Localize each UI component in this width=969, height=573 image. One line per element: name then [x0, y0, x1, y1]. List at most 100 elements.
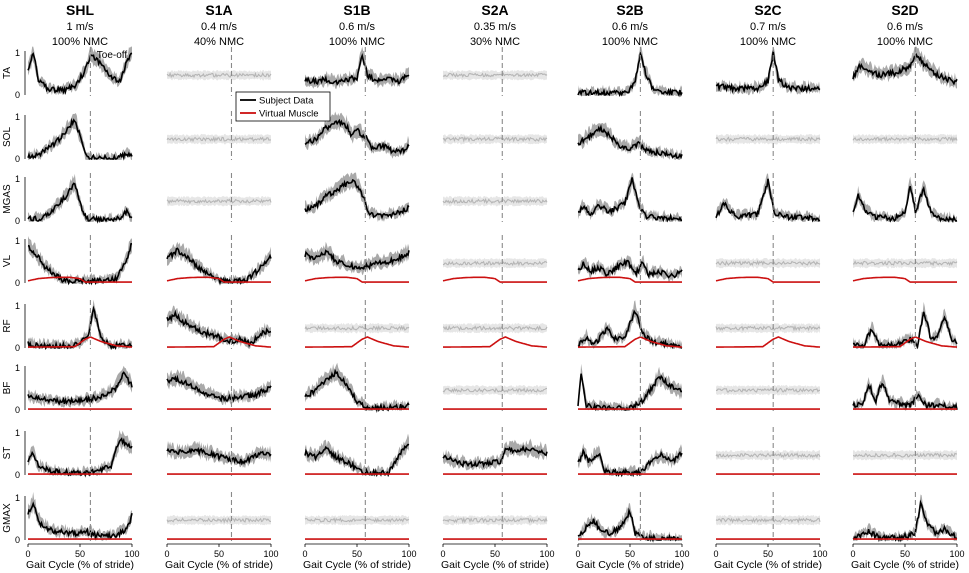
- emg-band: [167, 241, 271, 284]
- x-axis-label: Gait Cycle (% of stride): [26, 559, 134, 571]
- emg-band: [28, 430, 132, 476]
- panel-s1a-gmax: [166, 492, 271, 541]
- subject-nmc-shl: 100% NMC: [52, 36, 108, 48]
- panel-s1a-rf: [166, 300, 272, 349]
- y-tick-0: 0: [15, 216, 20, 226]
- emg-band: [305, 46, 409, 90]
- x-tick-0: 0: [575, 549, 580, 559]
- emg-line-faded: [852, 135, 958, 143]
- panel-s2b-gmax: [577, 492, 683, 543]
- y-tick-1: 1: [15, 174, 20, 184]
- virtual-muscle-line: [304, 276, 409, 283]
- subject-title-s2c: S2C: [754, 2, 781, 18]
- emg-line-faded: [442, 387, 547, 394]
- emg-band: [578, 122, 682, 160]
- emg-band-faded: [716, 258, 820, 269]
- panel-s1b-rf: [304, 300, 410, 349]
- panel-s1b-gmax: [304, 492, 410, 541]
- muscle-label-mgas: MGAS: [2, 184, 13, 214]
- emg-line: [166, 374, 272, 403]
- emg-band: [578, 255, 682, 283]
- x-tick-100: 100: [949, 549, 964, 559]
- y-tick-0: 0: [15, 535, 20, 545]
- x-tick-100: 100: [812, 549, 827, 559]
- virtual-muscle-line: [578, 336, 683, 348]
- x-tick-100: 100: [539, 549, 554, 559]
- virtual-muscle-line: [28, 336, 133, 348]
- emg-band-faded: [716, 384, 820, 396]
- x-tick-50: 50: [625, 549, 635, 559]
- emg-band-faded: [443, 323, 547, 334]
- emg-line: [852, 185, 958, 224]
- y-tick-0: 0: [15, 154, 20, 164]
- panel-s2c-mgas: [715, 173, 821, 223]
- emg-line: [27, 117, 133, 161]
- y-tick-0: 0: [15, 278, 20, 288]
- emg-line: [577, 309, 683, 349]
- y-tick-1: 1: [15, 493, 20, 503]
- panel-s2d-vl: [852, 235, 958, 284]
- panel-shl-rf: 0 1RF: [2, 299, 133, 353]
- subject-speed-s2c: 0.7 m/s: [750, 21, 787, 33]
- subject-title-s2a: S2A: [481, 2, 508, 18]
- panel-s2b-st: [577, 427, 683, 478]
- emg-band: [716, 46, 820, 96]
- x-tick-0: 0: [302, 549, 307, 559]
- virtual-muscle-line: [166, 276, 271, 283]
- legend: Subject Data Virtual Muscle: [235, 91, 331, 122]
- emg-band: [578, 363, 682, 411]
- emg-line: [577, 50, 683, 98]
- emg-line: [852, 311, 958, 350]
- emg-band-faded: [443, 70, 547, 81]
- toe-off-annotation: Toe-off: [97, 50, 128, 61]
- panel-s2a-st: [442, 427, 548, 476]
- emg-line-faded: [715, 324, 821, 332]
- y-tick-1: 1: [15, 236, 20, 246]
- virtual-muscle-line: [442, 276, 547, 283]
- panel-s1a-sol: [166, 111, 272, 160]
- panel-s2d-st: [853, 427, 957, 476]
- panel-s2c-sol: [715, 111, 821, 160]
- y-tick-1: 1: [15, 301, 20, 311]
- x-tick-100: 100: [401, 549, 416, 559]
- muscle-label-ta: TA: [2, 67, 13, 79]
- panel-shl-ta: 0 1TA: [2, 46, 133, 100]
- virtual-muscle-line: [577, 276, 682, 283]
- x-tick-50: 50: [763, 549, 773, 559]
- x-axis-label: Gait Cycle (% of stride): [165, 559, 273, 571]
- y-tick-1: 1: [15, 363, 20, 373]
- panel-s1b-vl: [304, 235, 410, 284]
- panel-s2b-bf: [577, 362, 683, 412]
- panel-s1b-st: [304, 427, 410, 478]
- virtual-muscle-line: [716, 336, 821, 348]
- panel-s1b-mgas: [304, 172, 410, 222]
- x-tick-50: 50: [75, 549, 85, 559]
- legend-virtual-label: Virtual Muscle: [259, 109, 319, 120]
- subject-speed-s2b: 0.6 m/s: [612, 21, 649, 33]
- emg-band: [305, 433, 409, 476]
- panel-s2b-ta: [577, 46, 683, 98]
- emg-line: [27, 437, 133, 478]
- x-tick-100: 100: [263, 549, 278, 559]
- emg-line: [442, 444, 548, 469]
- emg-line: [577, 177, 683, 223]
- panel-s2a-rf: [442, 300, 548, 349]
- subject-title-s1a: S1A: [205, 2, 232, 18]
- virtual-muscle-line: [167, 336, 272, 348]
- emg-line-faded: [304, 324, 410, 332]
- panel-s2d-ta: [852, 46, 958, 96]
- emg-band: [853, 494, 957, 541]
- emg-line: [304, 443, 410, 478]
- emg-line: [304, 368, 410, 414]
- subject-nmc-s2d: 100% NMC: [877, 36, 933, 48]
- emg-line: [304, 53, 410, 86]
- legend-subject-label: Subject Data: [259, 96, 314, 107]
- panel-s1b-ta: [304, 46, 410, 96]
